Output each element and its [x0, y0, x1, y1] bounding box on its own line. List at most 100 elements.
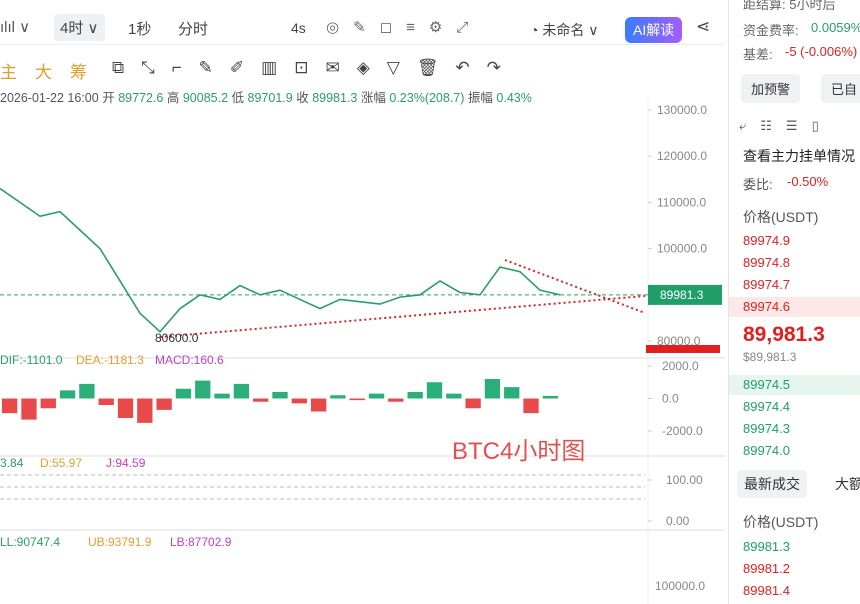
other-button[interactable]: 已自 [821, 74, 860, 103]
price-tick-label: 120000.0 [657, 149, 707, 163]
large-tab[interactable]: 大额 [835, 476, 860, 492]
trades-header: 价格(USDT) [743, 514, 819, 530]
tab[interactable]: 主 [0, 63, 35, 82]
price-row: 89974.8 [743, 255, 790, 270]
label: 收 [296, 91, 309, 105]
chart: DIF:-1101.0 DEA:-1181.3 MACD:160.6 3.84 … [0, 98, 725, 604]
macd-bar [253, 398, 269, 402]
label: 低 [231, 91, 245, 105]
refresh[interactable]: 4s [291, 20, 306, 36]
amplitude: 0.43% [496, 91, 532, 105]
macd-bar [195, 380, 211, 399]
high: 90085.2 [182, 91, 229, 105]
price-row: 89974.7 [743, 277, 790, 292]
change: 0.23%(208.7) [389, 91, 465, 105]
low-annotation: 80600.0 [155, 331, 199, 345]
macd-bar [272, 392, 288, 399]
price-row: 89974.0 [743, 443, 790, 458]
macd-bar [98, 398, 114, 405]
label: 开 [102, 91, 115, 105]
timeshare-tab[interactable]: 分时 [178, 21, 209, 38]
macd-bar [291, 398, 307, 404]
last-price: 89,981.3 [743, 323, 825, 346]
price-tick-label: 130000.0 [657, 103, 707, 117]
price-row: 89974.9 [743, 233, 790, 248]
drawing-tools[interactable]: ⧉⤡⌐✎✐▥⊡✉◈▽🗑↶↷ [112, 58, 518, 77]
boll-tick: 100000.0 [655, 579, 705, 593]
trend-line [159, 295, 646, 338]
price-tick-label: 80000.0 [657, 334, 701, 348]
macd-bar [59, 390, 76, 399]
macd-bar [233, 383, 250, 399]
chart-type-icon[interactable]: ılıl ∨ [0, 19, 31, 36]
boll-ub: UB:93791.9 [88, 535, 152, 549]
macd-bar [426, 382, 443, 399]
macd-bar [156, 398, 172, 410]
ratio-label: 委比: [743, 177, 773, 192]
price-tick-label: 100000.0 [657, 242, 707, 256]
price-marker [646, 345, 720, 353]
macd-bar [388, 398, 404, 402]
price-row: 89981.2 [743, 561, 790, 576]
kdj-k: 3.84 [0, 456, 24, 470]
funding: 0.0059% [811, 20, 860, 35]
price-row: 89974.5 [729, 375, 860, 395]
macd-dif: DIF:-1101.0 [0, 353, 63, 367]
kdj-tick-label: 0.00 [666, 514, 690, 528]
depth-title: 查看主力挂单情况 [743, 148, 855, 164]
macd-tick-label: -2000.0 [662, 424, 703, 438]
current-price-label: 89981.3 [660, 288, 704, 302]
macd-bar [21, 398, 37, 420]
alert-button[interactable]: 加预警 [741, 74, 801, 103]
macd-bar [214, 393, 230, 399]
macd-bar [446, 393, 462, 399]
macd-bar [40, 398, 56, 409]
interval-select[interactable]: 4时 ∨ [54, 14, 105, 41]
macd-value: MACD:160.6 [155, 353, 224, 367]
kdj-d: D:55.97 [40, 456, 82, 470]
macd-bar [542, 395, 558, 399]
layout-select[interactable]: ◔ 未命名 ∨ [530, 22, 599, 38]
price-row: 89974.3 [743, 421, 790, 436]
kdj-tick-label: 100.00 [666, 473, 703, 487]
time: 2026-01-22 16:00 [0, 91, 99, 105]
macd-bar [523, 398, 539, 414]
macd-dea: DEA:-1181.3 [76, 353, 144, 367]
tool-icons[interactable]: ◎✎◻≡⚙⤢ [326, 19, 483, 36]
macd-bar [310, 398, 327, 412]
kdj-j: J:94.59 [106, 456, 146, 470]
ai-button[interactable]: AI解读 [625, 17, 683, 43]
divider [0, 44, 725, 45]
price-row: 89974.6 [729, 297, 860, 317]
macd-bar [2, 398, 18, 414]
close: 89981.3 [312, 91, 358, 105]
layout-name: 未命名 [542, 22, 585, 38]
depth-icons[interactable]: ⤶☷☰▯ [739, 118, 833, 133]
macd-bar [175, 388, 192, 399]
macd-tick-label: 2000.0 [662, 359, 699, 373]
price-tick-label: 110000.0 [657, 195, 706, 209]
watermark: BTC4小时图 [452, 438, 585, 465]
basis-label: 基差: [743, 47, 773, 62]
share-icon[interactable]: ⋖ [696, 17, 711, 36]
boll-mid: LL:90747.4 [0, 535, 60, 549]
interval: 4时 [60, 20, 84, 37]
basis: -5 (-0.006%) [785, 44, 858, 59]
label: 涨幅 [360, 91, 386, 105]
macd-bar [79, 383, 95, 399]
side-panel: 距结算: 5小时后 资金费率: 0.0059% 基差: -5 (-0.006%)… [728, 0, 860, 604]
tab[interactable]: 大 [35, 63, 70, 82]
current-price-tag [648, 284, 722, 305]
tab[interactable]: 筹 [70, 63, 105, 82]
macd-bar [349, 398, 365, 401]
macd-bar [330, 395, 346, 399]
macd-bar [504, 387, 520, 399]
macd-bar [117, 398, 134, 418]
price-header: 价格(USDT) [743, 209, 819, 225]
second-tab[interactable]: 1秒 [128, 21, 152, 38]
price-row: 89981.3 [743, 539, 790, 554]
price-row: 89981.4 [743, 583, 790, 598]
label: 振幅 [467, 91, 493, 105]
trades-tab[interactable]: 最新成交 [737, 470, 807, 498]
